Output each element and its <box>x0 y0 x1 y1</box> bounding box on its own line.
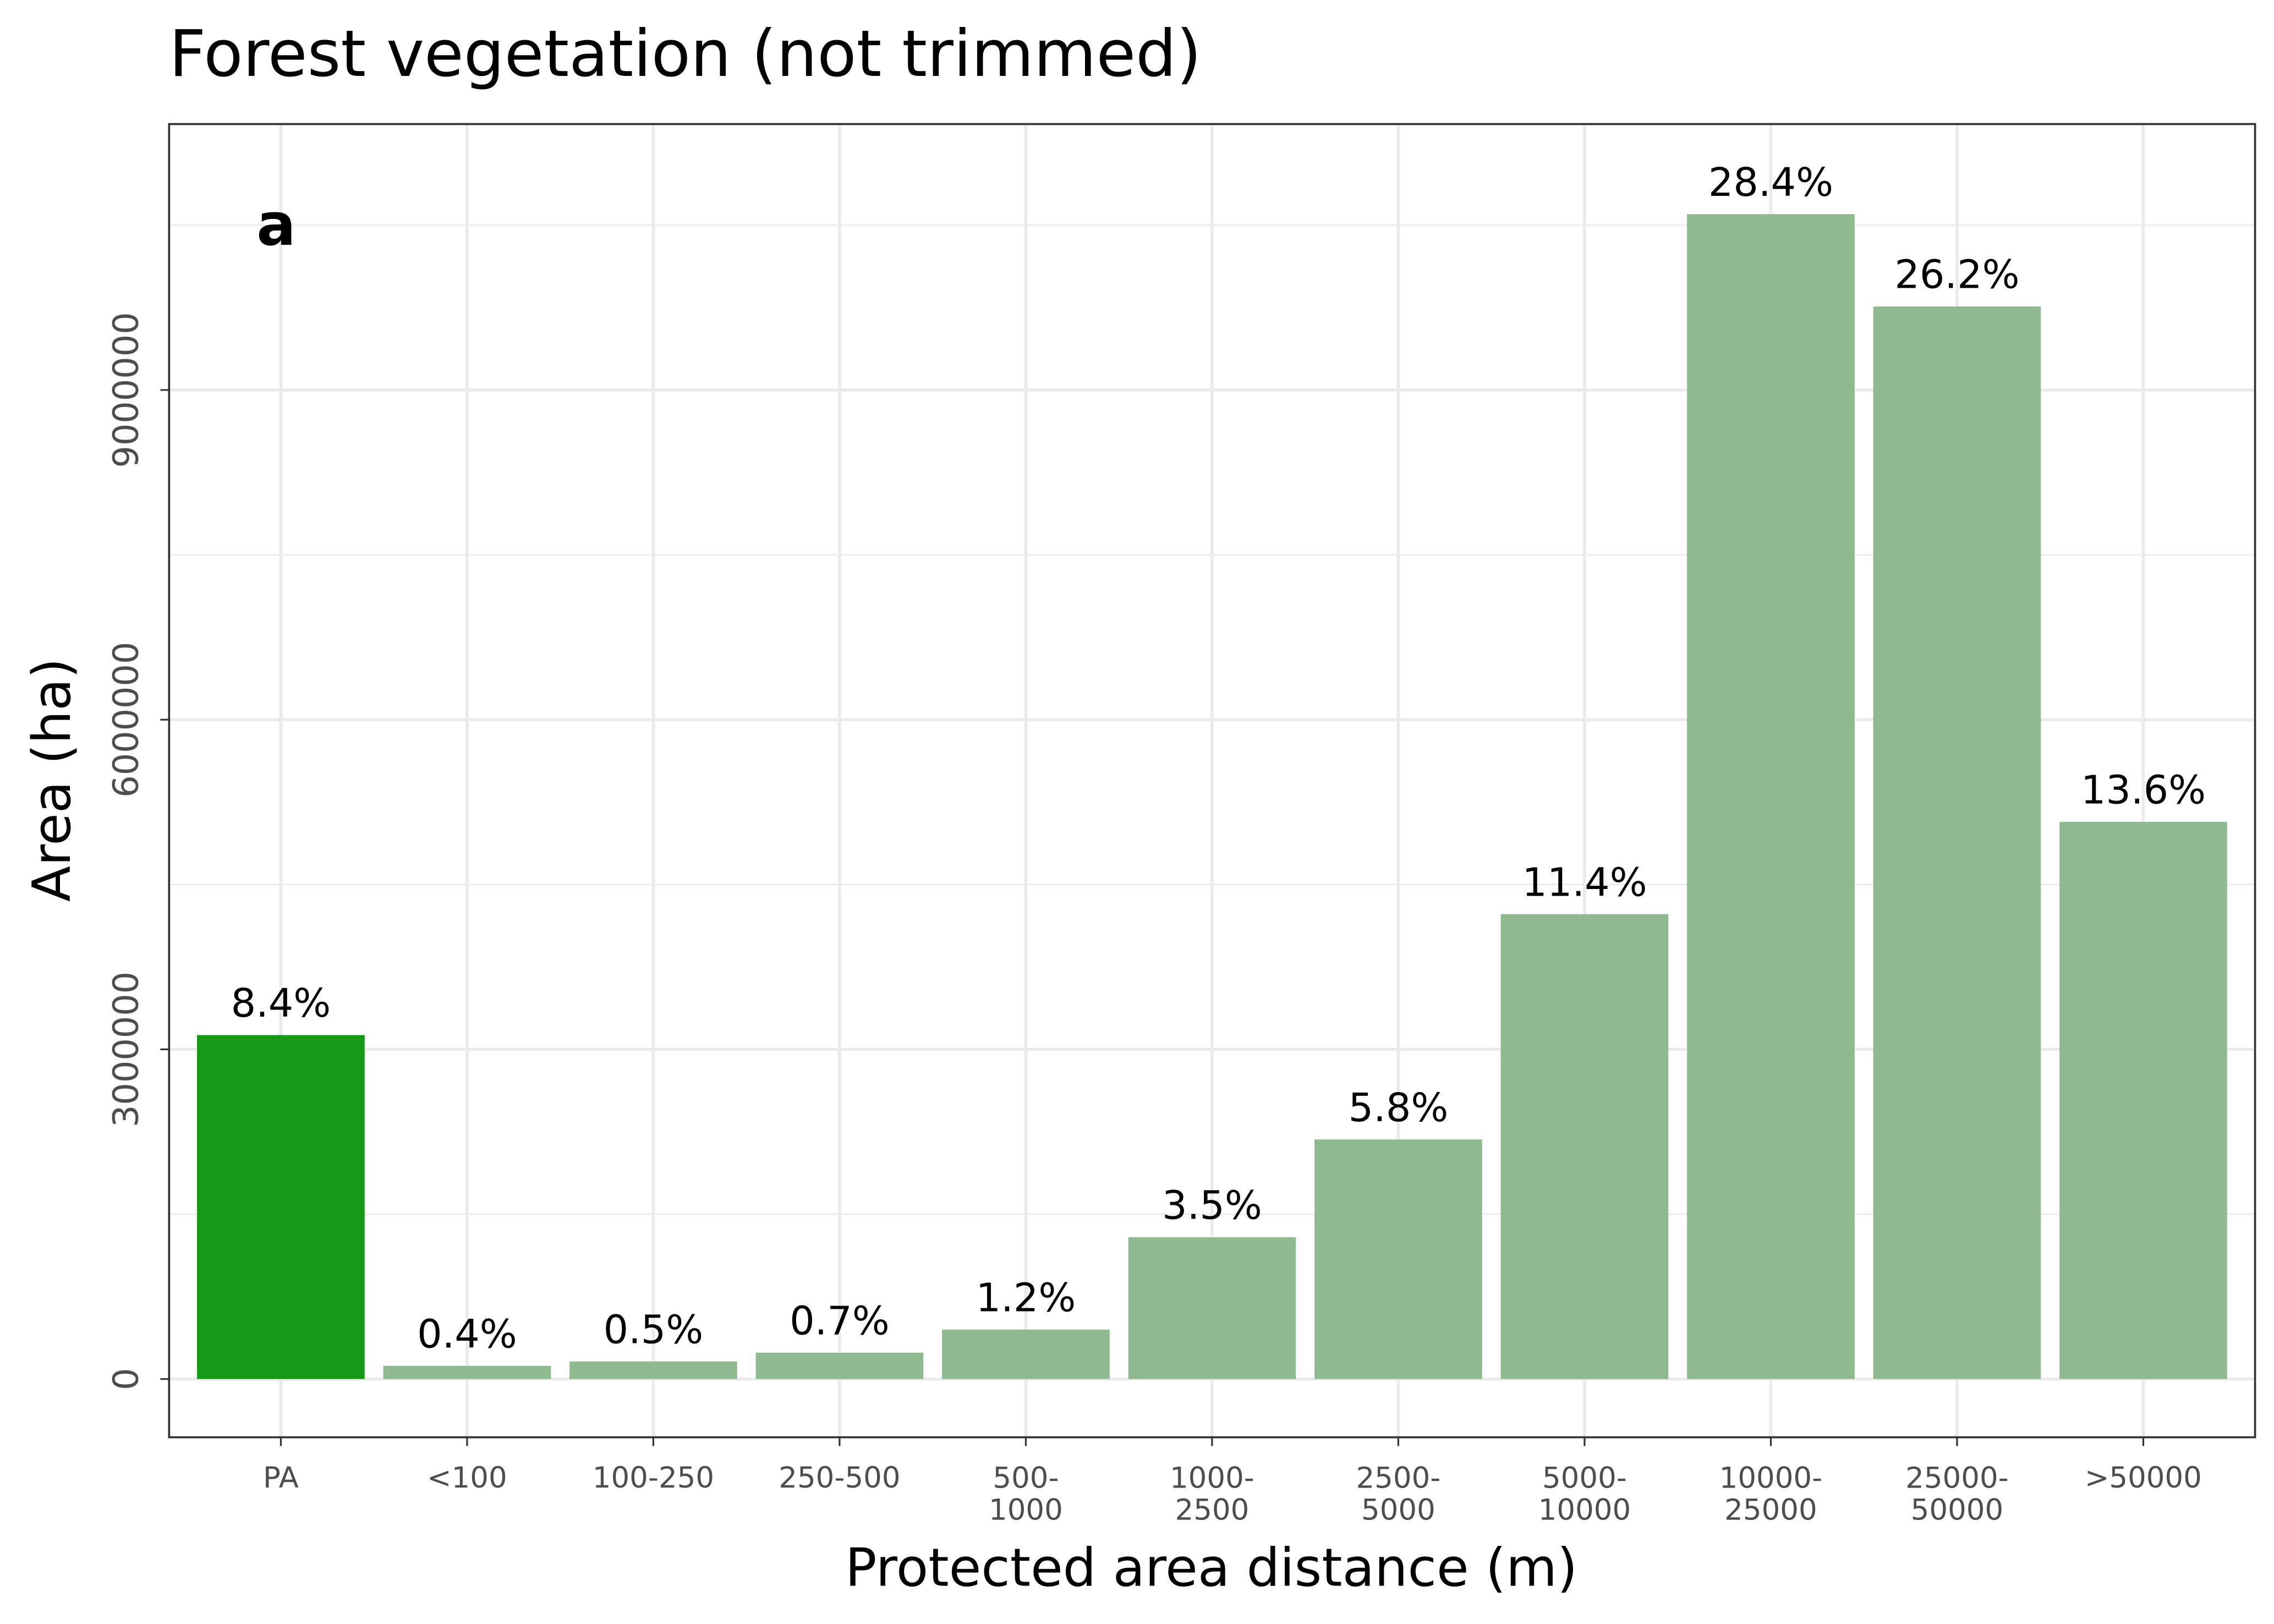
x-tick-label: 5000-10000 <box>1538 1461 1631 1527</box>
x-tick-label: 10000-25000 <box>1719 1461 1823 1527</box>
bar <box>1128 1237 1296 1379</box>
data-label: 28.4% <box>1708 160 1833 205</box>
x-tick-label: 100-250 <box>593 1461 714 1495</box>
bar <box>755 1352 924 1379</box>
y-tick-label: 6000000 <box>106 642 146 798</box>
x-tick-label: PA <box>263 1461 299 1495</box>
bar <box>1314 1139 1482 1379</box>
panel-label: a <box>256 191 296 259</box>
bar <box>197 1035 365 1379</box>
plot-border <box>168 123 2256 1439</box>
data-label: 0.4% <box>417 1311 517 1357</box>
y-tick-label: 0 <box>106 1368 146 1390</box>
data-label: 3.5% <box>1162 1183 1262 1228</box>
data-label: 8.4% <box>231 980 331 1026</box>
x-tick-label: 250-500 <box>779 1461 900 1495</box>
x-tick-label: 1000-2500 <box>1170 1461 1254 1527</box>
data-label: 26.2% <box>1894 252 2019 298</box>
x-tick-label: 2500-5000 <box>1356 1461 1440 1527</box>
x-tick-label: >50000 <box>2085 1461 2202 1495</box>
bar <box>942 1329 1110 1379</box>
x-tick-label: 25000-50000 <box>1905 1461 2009 1527</box>
x-tick-label: <100 <box>427 1461 507 1495</box>
data-label: 0.7% <box>790 1298 890 1343</box>
data-label: 11.4% <box>1522 859 1647 905</box>
data-label: 13.6% <box>2081 767 2206 813</box>
bar <box>1873 306 2041 1379</box>
data-label: 1.2% <box>976 1275 1076 1320</box>
chart-title: Forest vegetation (not trimmed) <box>169 17 1201 91</box>
bar <box>1500 914 1669 1379</box>
y-tick-label: 9000000 <box>106 312 146 468</box>
y-tick-label: 3000000 <box>106 972 146 1127</box>
data-label: 5.8% <box>1349 1085 1449 1131</box>
bar <box>383 1365 551 1379</box>
bar <box>569 1361 737 1379</box>
data-label: 0.5% <box>604 1307 704 1352</box>
bar <box>1687 214 1855 1379</box>
x-axis-label: Protected area distance (m) <box>845 1538 1577 1599</box>
y-axis-label: Area (ha) <box>21 658 83 902</box>
bar <box>2059 821 2227 1379</box>
x-tick-label: 500-1000 <box>989 1461 1063 1527</box>
